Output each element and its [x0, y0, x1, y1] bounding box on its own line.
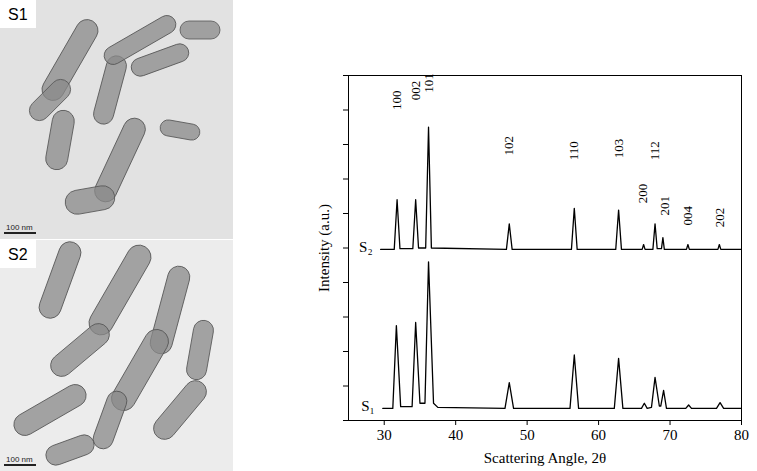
svg-text:40: 40 [448, 427, 463, 443]
svg-text:S₂: S₂ [359, 239, 373, 255]
svg-text:80: 80 [734, 427, 749, 443]
svg-text:70: 70 [663, 427, 678, 443]
svg-text:Intensity (a.u.): Intensity (a.u.) [316, 204, 333, 292]
svg-text:201: 201 [656, 196, 671, 216]
svg-text:102: 102 [501, 136, 516, 156]
svg-text:112: 112 [647, 141, 662, 160]
svg-text:110: 110 [566, 141, 581, 160]
svg-text:100: 100 [389, 91, 404, 111]
svg-text:200: 200 [635, 184, 650, 204]
svg-text:S2: S2 [8, 246, 28, 263]
svg-text:S1: S1 [8, 6, 28, 23]
svg-text:Scattering Angle, 2θ: Scattering Angle, 2θ [484, 450, 607, 466]
svg-text:103: 103 [611, 139, 626, 159]
svg-text:202: 202 [712, 208, 727, 228]
svg-text:100 nm: 100 nm [6, 223, 33, 232]
svg-text:50: 50 [520, 427, 535, 443]
svg-text:S₁: S₁ [361, 398, 375, 414]
svg-text:101: 101 [421, 73, 436, 93]
svg-text:002: 002 [407, 80, 423, 101]
svg-text:30: 30 [377, 427, 392, 443]
svg-text:004: 004 [680, 206, 695, 226]
svg-text:100 nm: 100 nm [6, 455, 33, 464]
svg-text:60: 60 [591, 427, 606, 443]
